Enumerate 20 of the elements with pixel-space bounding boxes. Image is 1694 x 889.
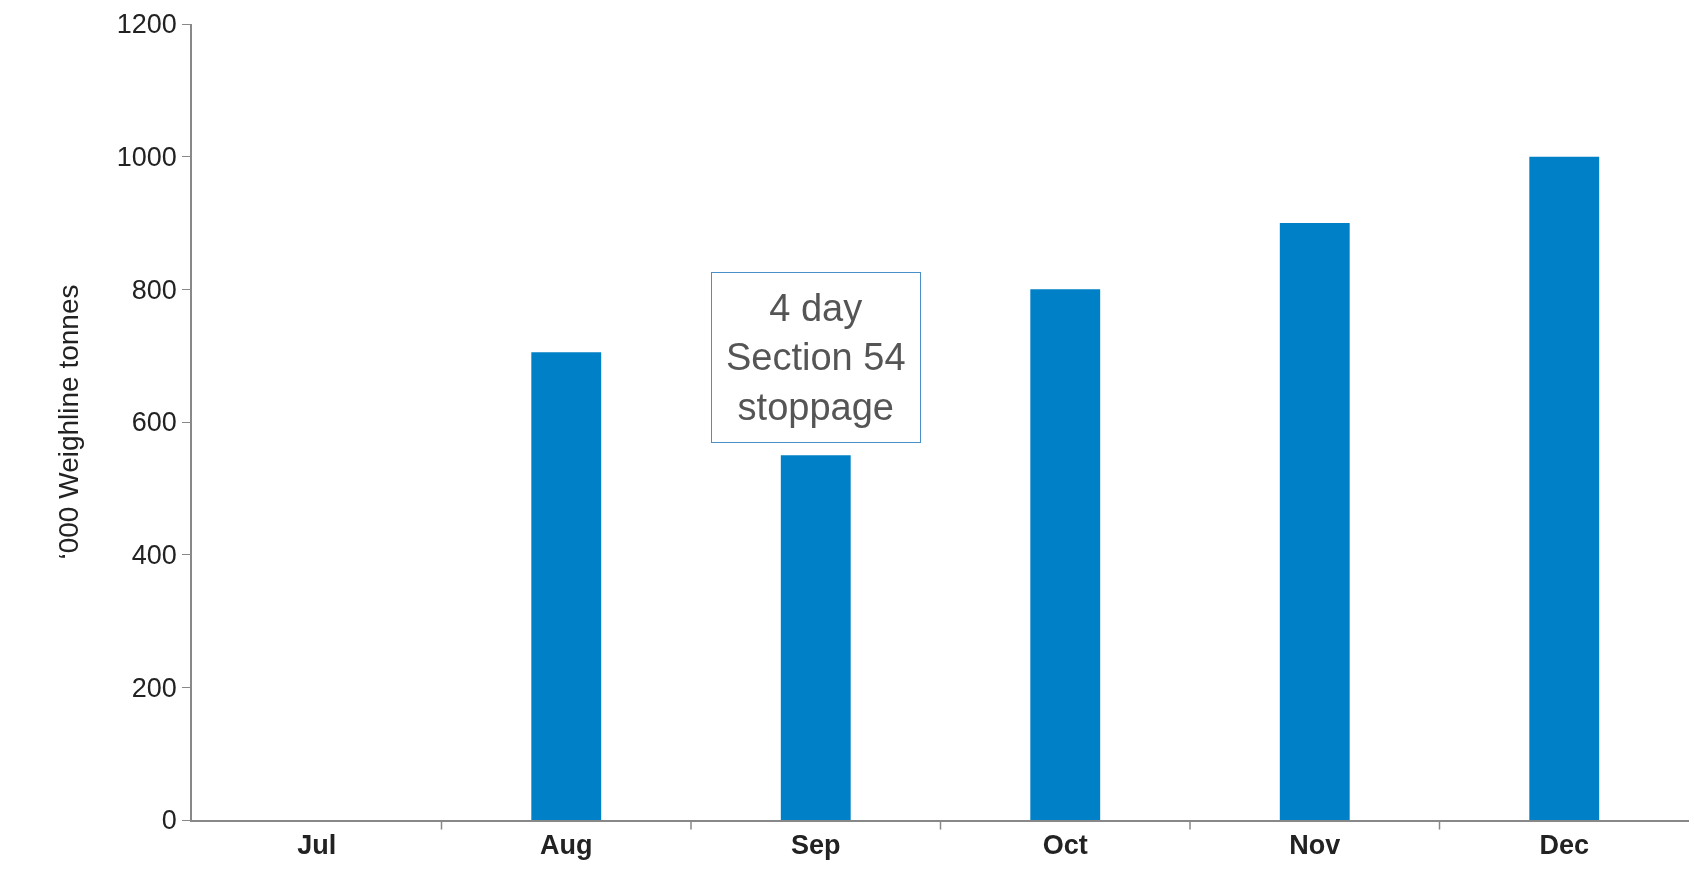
bar: [1030, 289, 1101, 820]
y-tick-label: 200: [131, 672, 177, 703]
y-tick-label: 0: [161, 805, 177, 836]
annotation: 4 day Section 54 stoppage: [726, 287, 906, 428]
x-tick-label: Dec: [1539, 830, 1590, 861]
bar: [531, 352, 602, 820]
x-tick-label: Jul: [297, 830, 337, 861]
y-tick-label: 1200: [116, 9, 177, 40]
bar: [780, 455, 851, 820]
y-axis-title: ‘000 Weighline tonnes: [52, 284, 84, 560]
bar: [1529, 156, 1600, 820]
bar: [1279, 223, 1350, 820]
x-tick-label: Oct: [1042, 830, 1088, 861]
x-tick-label: Sep: [790, 830, 841, 861]
y-tick-label: 800: [131, 274, 177, 305]
x-tick-label: Nov: [1289, 830, 1341, 861]
x-tick-label: Aug: [540, 830, 593, 861]
y-tick-label: 1000: [116, 142, 177, 173]
y-tick-label: 400: [131, 540, 177, 571]
y-tick-label: 600: [131, 407, 177, 438]
